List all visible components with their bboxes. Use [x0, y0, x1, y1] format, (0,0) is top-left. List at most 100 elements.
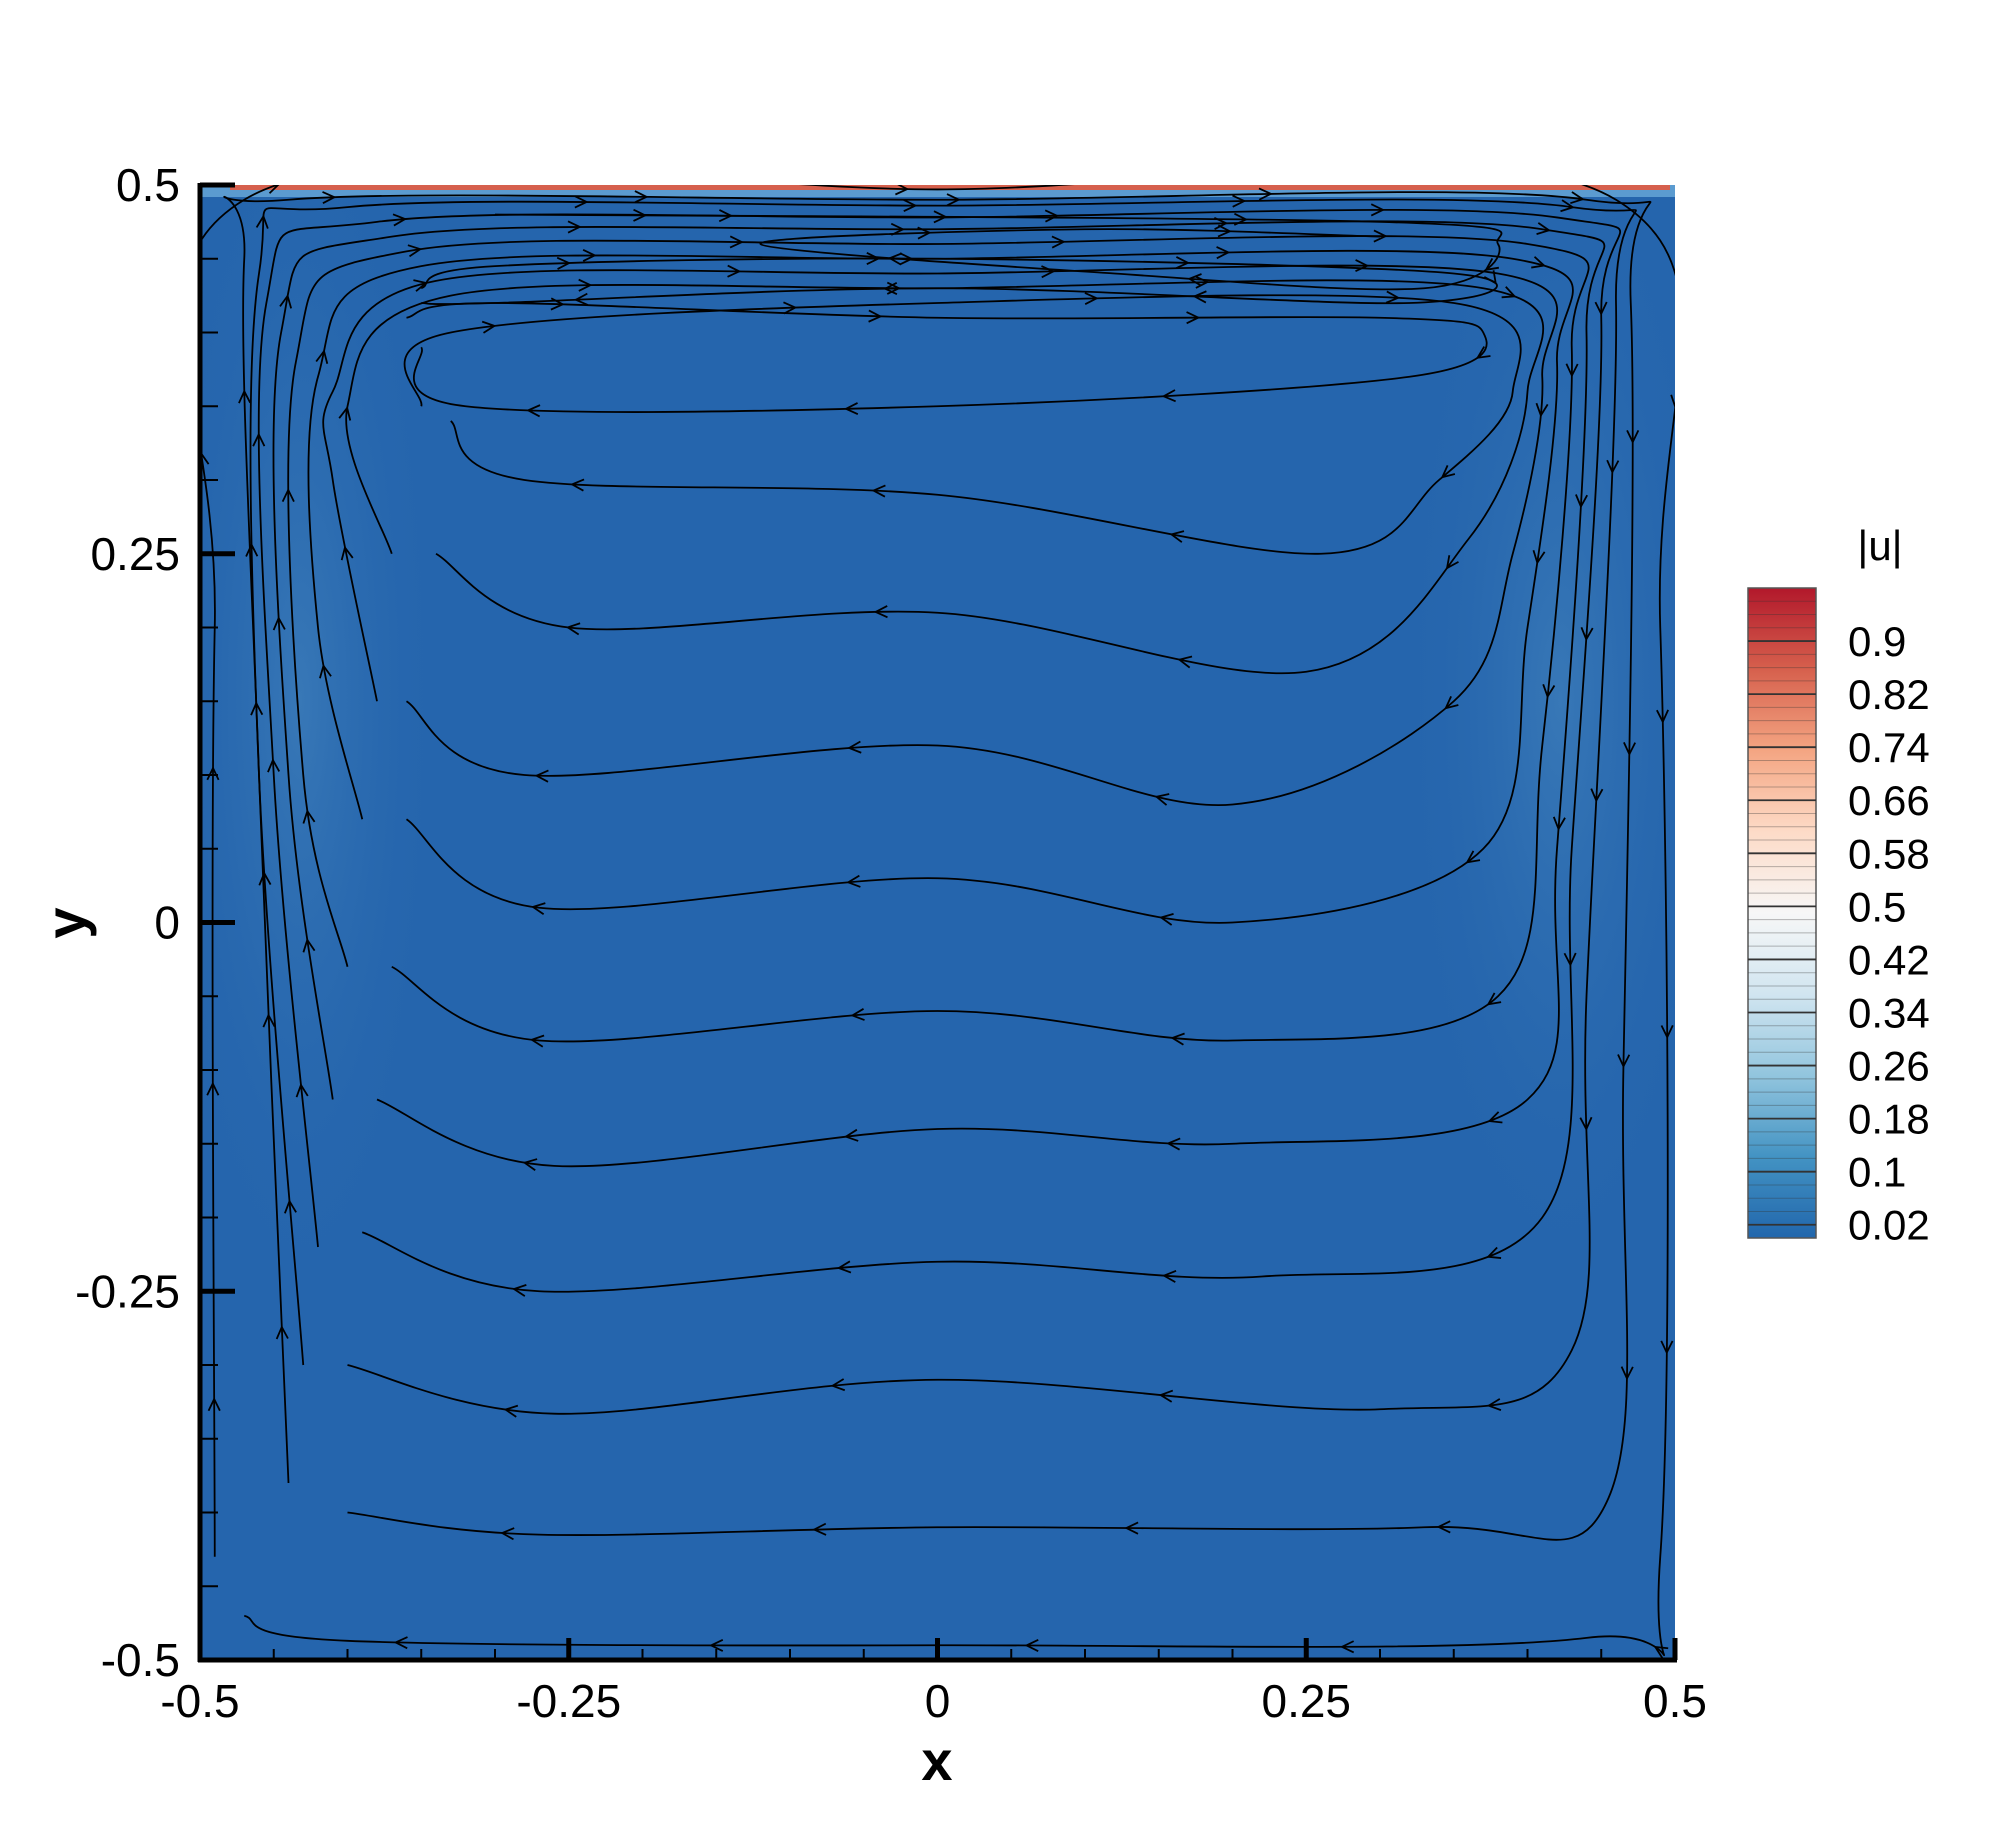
streamline-arrow — [481, 320, 497, 334]
streamline-arrow — [1373, 229, 1388, 243]
streamline-arrow — [207, 1396, 221, 1412]
streamline — [249, 198, 1637, 1415]
colorbar-label: 0.66 — [1848, 777, 1930, 824]
streamline-arrow — [1210, 169, 1222, 180]
streamline-arrow — [1195, 275, 1210, 289]
streamline-arrow — [392, 213, 408, 227]
x-tick-label: -0.25 — [516, 1675, 621, 1727]
streamline-arrow — [1444, 695, 1459, 710]
streamline-arrow — [709, 1638, 724, 1652]
streamline-arrow — [393, 1636, 408, 1650]
streamline-arrow — [578, 278, 593, 292]
streamline — [406, 302, 1488, 413]
colorbar-label: 0.9 — [1848, 618, 1906, 665]
streamline-arrow — [268, 185, 280, 194]
streamline-arrow — [1660, 1340, 1674, 1355]
streamline-arrow — [1159, 913, 1174, 926]
streamline-arrow — [1217, 224, 1232, 238]
streamline-arrow — [1486, 1398, 1502, 1411]
x-tick-label: 0.25 — [1261, 1675, 1351, 1727]
streamline-arrow — [1487, 1111, 1503, 1124]
streamline — [272, 220, 1606, 1168]
streamline-arrow — [1531, 256, 1547, 269]
streamline-arrow — [1579, 1116, 1593, 1132]
streamline-arrow — [567, 220, 582, 234]
streamline-arrow — [500, 1527, 515, 1541]
streamline-arrow — [1532, 549, 1546, 565]
streamline-arrow — [887, 252, 903, 266]
streamline-arrow — [1232, 194, 1247, 208]
streamline-arrow — [1524, 165, 1537, 176]
streamlines — [200, 163, 1675, 1659]
streamline-arrow — [319, 663, 332, 679]
streamline-arrow — [1186, 311, 1201, 325]
colorbar-ticks: 0.9 0.82 0.74 0.66 0.58 0.5 0.42 0.34 0.26 0.18 0.… — [1748, 600, 1930, 1249]
streamline-arrow — [634, 190, 649, 204]
streamline-arrow — [1484, 258, 1500, 272]
streamline-arrow — [1233, 212, 1249, 226]
streamline-arrow — [1594, 301, 1608, 316]
streamline-arrow — [895, 185, 910, 196]
streamline-arrow — [522, 1158, 538, 1171]
x-tick-label: 0.5 — [1643, 1675, 1707, 1727]
streamline-arrow — [1653, 1645, 1669, 1659]
streamline-arrow — [407, 244, 423, 258]
streamline-arrow — [338, 405, 352, 421]
streamline — [257, 208, 1622, 1293]
streamline-arrow — [258, 871, 272, 886]
streamline-arrow — [871, 484, 886, 498]
colorbar-label: 0.58 — [1848, 830, 1930, 877]
streamline-arrow — [238, 389, 252, 404]
streamline-arrow — [252, 432, 266, 447]
streamline-arrow — [1339, 1640, 1355, 1654]
streamline-arrow — [267, 758, 281, 773]
streamline — [307, 249, 1574, 924]
streamline-arrow — [843, 402, 859, 416]
y-tick-label: -0.5 — [101, 1634, 180, 1686]
streamline-arrow — [569, 478, 585, 492]
y-axis-title: y — [34, 907, 97, 938]
streamline-arrow — [1154, 793, 1170, 806]
streamline-arrow — [812, 1522, 827, 1536]
streamline-arrow — [883, 282, 898, 295]
streamline-arrow — [1606, 459, 1620, 475]
colorbar-label: 0.74 — [1848, 724, 1930, 771]
streamline-arrow — [1475, 346, 1491, 359]
streamline-arrow — [1563, 952, 1577, 967]
colorbar-label: 0.34 — [1848, 989, 1930, 1036]
streamline-arrow — [1552, 816, 1566, 832]
streamline — [287, 235, 1590, 1043]
streamline-arrow — [1051, 235, 1066, 249]
streamline-arrow — [1670, 394, 1675, 409]
streamline-arrow — [1486, 1246, 1502, 1259]
streamline-arrow — [1177, 655, 1193, 669]
streamline-arrow — [1084, 292, 1099, 306]
streamline-arrow — [946, 193, 961, 207]
streamline — [494, 213, 1503, 291]
streamline-arrow — [1580, 626, 1594, 642]
streamline-arrow — [1617, 1054, 1631, 1069]
streamline-arrow — [1258, 187, 1273, 201]
streamline-arrow — [873, 605, 888, 619]
streamline-arrow — [302, 937, 316, 953]
colorbar-ramp — [1747, 587, 1817, 1239]
streamline-arrow — [1590, 788, 1604, 803]
lid-velocity-band — [230, 185, 1670, 190]
colorbar-label: 0.26 — [1848, 1043, 1930, 1090]
streamline-arrow — [580, 163, 592, 174]
streamline-arrow — [582, 248, 597, 262]
colorbar-label: 0.82 — [1848, 671, 1930, 718]
streamline-arrow — [1436, 1520, 1451, 1534]
streamline-arrow — [281, 487, 295, 503]
streamline-arrow — [843, 1128, 859, 1142]
streamline-arrow — [284, 1199, 297, 1214]
streamline-arrow — [917, 226, 932, 240]
streamline-arrow — [846, 874, 861, 888]
streamline-arrow — [1044, 209, 1060, 223]
x-tick-label: -0.5 — [160, 1675, 239, 1727]
x-ticks: -0.5 -0.25 0 0.25 0.5 — [160, 1638, 1707, 1727]
streamline-arrow — [1483, 270, 1497, 285]
streamline-arrow — [1187, 273, 1202, 287]
streamline-arrow — [1170, 1032, 1185, 1046]
